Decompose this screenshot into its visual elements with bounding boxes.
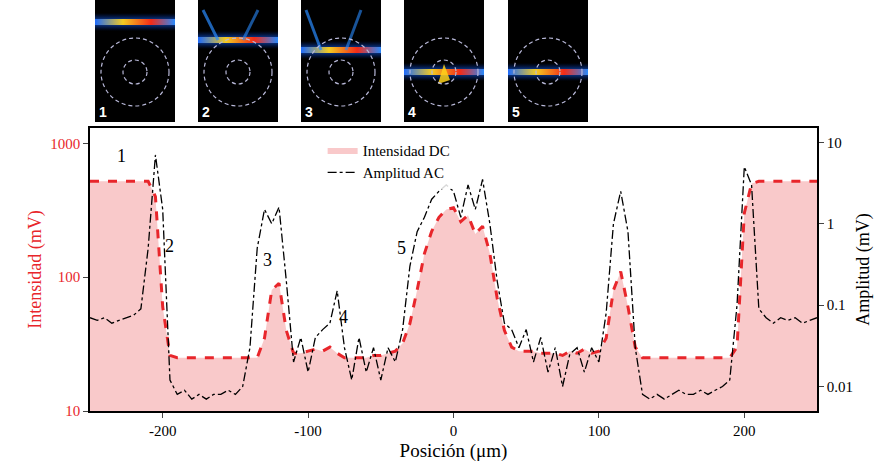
svg-text:Amplitud AC: Amplitud AC <box>363 165 444 181</box>
svg-text:2: 2 <box>202 104 210 120</box>
svg-text:-100: -100 <box>294 423 322 439</box>
svg-text:1000: 1000 <box>50 136 80 152</box>
svg-text:5: 5 <box>397 238 406 258</box>
svg-text:1: 1 <box>99 104 107 120</box>
svg-text:2: 2 <box>165 236 174 256</box>
svg-text:0.01: 0.01 <box>827 379 853 395</box>
svg-text:100: 100 <box>588 423 611 439</box>
svg-text:200: 200 <box>733 423 756 439</box>
svg-text:10: 10 <box>65 403 80 419</box>
svg-text:Posición (μm): Posición (μm) <box>400 440 508 462</box>
svg-text:100: 100 <box>58 269 81 285</box>
svg-text:4: 4 <box>339 307 348 327</box>
svg-text:Intensidad (mV): Intensidad (mV) <box>25 210 46 328</box>
svg-text:-200: -200 <box>149 423 177 439</box>
svg-text:3: 3 <box>263 250 272 270</box>
svg-text:5: 5 <box>512 104 520 120</box>
svg-text:1: 1 <box>117 146 126 166</box>
svg-text:3: 3 <box>305 104 313 120</box>
svg-text:Intensidad DC: Intensidad DC <box>363 143 450 159</box>
svg-text:4: 4 <box>408 104 416 120</box>
svg-text:0.1: 0.1 <box>827 297 846 313</box>
svg-text:0: 0 <box>450 423 458 439</box>
svg-text:Amplitud (mV): Amplitud (mV) <box>853 213 874 326</box>
svg-text:1: 1 <box>827 216 835 232</box>
svg-text:10: 10 <box>827 135 842 151</box>
